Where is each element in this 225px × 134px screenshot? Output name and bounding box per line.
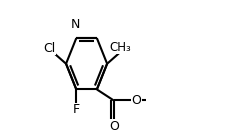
Text: Cl: Cl (43, 42, 55, 55)
Text: CH₃: CH₃ (109, 41, 131, 54)
Text: O: O (131, 94, 141, 107)
Text: O: O (108, 120, 118, 133)
Text: F: F (72, 103, 79, 116)
Text: N: N (71, 18, 80, 31)
